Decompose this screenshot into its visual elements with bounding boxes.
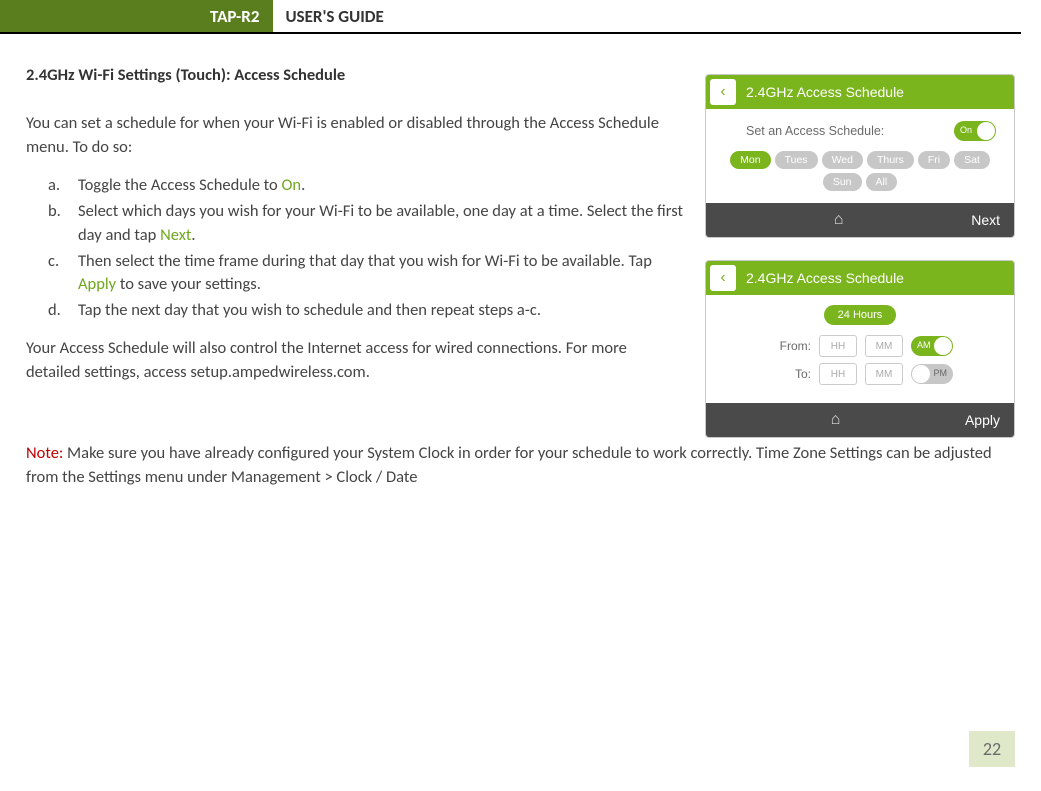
chevron-left-icon: ‹ [710, 265, 736, 291]
step-marker: c. [48, 250, 78, 298]
product-badge: TAP-R2 [0, 0, 273, 32]
to-label: To: [767, 367, 811, 381]
step-marker: b. [48, 200, 78, 248]
screen-title: 2.4GHz Access Schedule [740, 84, 1014, 100]
step-a: a. Toggle the Access Schedule to On. [48, 174, 685, 198]
step-b: b. Select which days you wish for your W… [48, 200, 685, 248]
highlight-apply: Apply [78, 274, 116, 294]
24hours-button[interactable]: 24 Hours [824, 305, 897, 325]
doc-title: USER'S GUIDE [273, 0, 395, 32]
day-pill-sun[interactable]: Sun [823, 173, 862, 191]
toggle-state-label: On [960, 125, 972, 135]
time-inputs: From: HH MM AM To: HH MM PM [718, 335, 1002, 385]
screen-body: 24 Hours From: HH MM AM To: HH [706, 295, 1014, 403]
back-button[interactable]: ‹ [706, 75, 740, 109]
step-text: Tap the next day that you wish to schedu… [78, 299, 685, 323]
apply-button[interactable]: Apply [965, 412, 1000, 428]
highlight-next: Next [160, 225, 191, 245]
day-pill-fri[interactable]: Fri [918, 151, 950, 169]
step-d: d. Tap the next day that you wish to sch… [48, 299, 685, 323]
step-marker: a. [48, 174, 78, 198]
to-hour-input[interactable]: HH [819, 363, 857, 385]
from-row: From: HH MM AM [718, 335, 1002, 357]
schedule-toggle-row: Set an Access Schedule: On [718, 119, 1002, 151]
screen-bottom-bar: ⌂ Next [706, 203, 1014, 237]
next-button[interactable]: Next [971, 212, 1000, 228]
screen-body: Set an Access Schedule: On Mon TuesWedThu… [706, 109, 1014, 203]
screen-titlebar: ‹ 2.4GHz Access Schedule [706, 261, 1014, 295]
screenshot-days: ‹ 2.4GHz Access Schedule Set an Access S… [705, 74, 1015, 238]
toggle-label: Set an Access Schedule: [746, 124, 884, 138]
content-area: 2.4GHz Wi-Fi Settings (Touch): Access Sc… [0, 34, 1041, 438]
steps-list: a. Toggle the Access Schedule to On. b. … [48, 174, 685, 324]
days-grid: Mon TuesWedThursFriSat SunAll [718, 151, 1002, 191]
highlight-on: On [281, 175, 301, 195]
paragraph-2: Your Access Schedule will also control t… [26, 337, 685, 385]
screen-bottom-bar: ⌂ Apply [706, 403, 1014, 437]
day-pill-thurs[interactable]: Thurs [867, 151, 914, 169]
from-label: From: [767, 339, 811, 353]
screen-titlebar: ‹ 2.4GHz Access Schedule [706, 75, 1014, 109]
from-minute-input[interactable]: MM [865, 335, 903, 357]
step-text: Select which days you wish for your Wi-F… [78, 200, 685, 248]
chevron-left-icon: ‹ [710, 79, 736, 105]
screenshot-time: ‹ 2.4GHz Access Schedule 24 Hours From: … [705, 260, 1015, 438]
step-marker: d. [48, 299, 78, 323]
home-icon[interactable]: ⌂ [706, 211, 971, 229]
to-minute-input[interactable]: MM [865, 363, 903, 385]
page-number: 22 [969, 731, 1015, 767]
step-text: Then select the time frame during that d… [78, 250, 685, 298]
day-pill-tues[interactable]: Tues [775, 151, 818, 169]
home-icon[interactable]: ⌂ [706, 411, 965, 429]
toggle-knob [977, 122, 995, 140]
figure-column: ‹ 2.4GHz Access Schedule Set an Access S… [705, 64, 1015, 438]
note-paragraph: Note: Make sure you have already configu… [0, 442, 1041, 490]
to-ampm-toggle[interactable]: PM [911, 364, 953, 384]
intro-paragraph: You can set a schedule for when your Wi-… [26, 112, 685, 160]
text-column: 2.4GHz Wi-Fi Settings (Touch): Access Sc… [26, 64, 685, 438]
screen-title: 2.4GHz Access Schedule [740, 270, 1014, 286]
day-pill-all[interactable]: All [866, 173, 898, 191]
day-pill-mon[interactable]: Mon [730, 151, 770, 169]
note-text: Make sure you have already configured yo… [26, 443, 992, 487]
back-button[interactable]: ‹ [706, 261, 740, 295]
note-label: Note: [26, 443, 63, 463]
to-row: To: HH MM PM [718, 363, 1002, 385]
doc-header: TAP-R2 USER'S GUIDE [0, 0, 1021, 34]
step-c: c. Then select the time frame during tha… [48, 250, 685, 298]
section-heading: 2.4GHz Wi-Fi Settings (Touch): Access Sc… [26, 64, 685, 88]
schedule-toggle[interactable]: On [954, 121, 996, 141]
step-text: Toggle the Access Schedule to On. [78, 174, 685, 198]
day-pill-wed[interactable]: Wed [822, 151, 863, 169]
from-ampm-toggle[interactable]: AM [911, 336, 953, 356]
from-hour-input[interactable]: HH [819, 335, 857, 357]
day-pill-sat[interactable]: Sat [954, 151, 990, 169]
